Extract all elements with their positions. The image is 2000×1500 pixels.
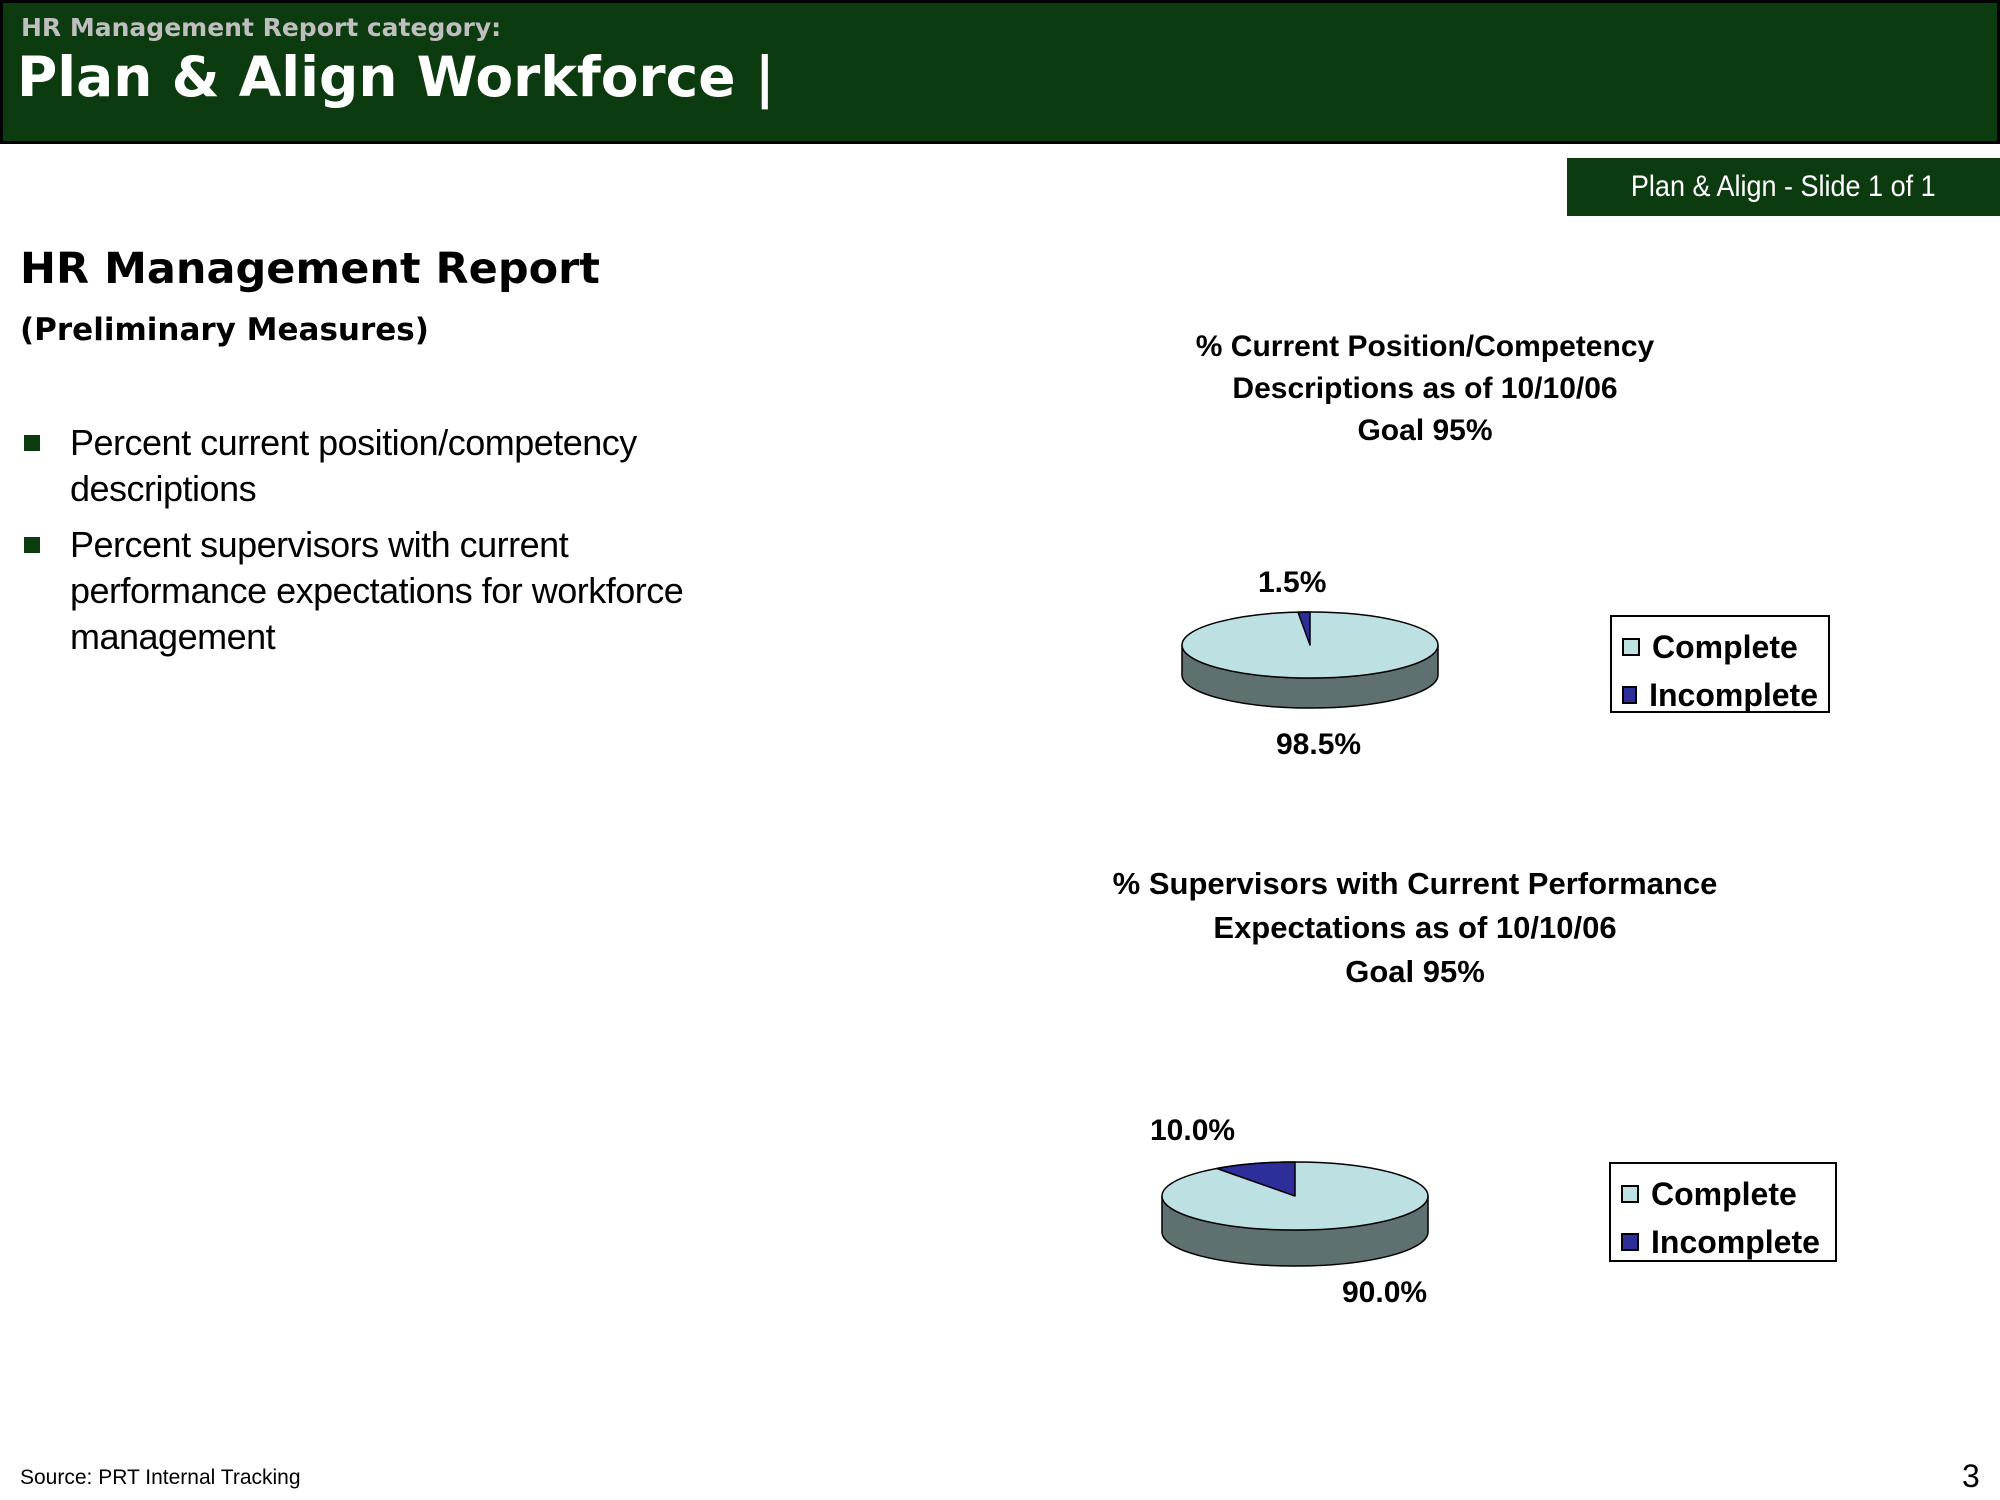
chart-1-title-line: Goal 95% [1357, 414, 1493, 447]
legend-item-incomplete: Incomplete [1622, 671, 1818, 719]
measure-list: Percent current position/competency desc… [20, 420, 700, 670]
legend-item-complete: Complete [1622, 623, 1818, 671]
chart-2-title-line: Expectations as of 10/10/06 [1213, 910, 1617, 945]
legend-swatch [1622, 686, 1638, 704]
page-number: 3 [1962, 1458, 1980, 1494]
legend-label: Incomplete [1649, 676, 1818, 713]
footer-source: Source: PRT Internal Tracking [20, 1466, 301, 1489]
chart-1-title-line: Descriptions as of 10/10/06 [1232, 372, 1618, 405]
legend-swatch [1622, 638, 1640, 656]
slide-indicator-label: Plan & Align - Slide 1 of 1 [1631, 170, 1936, 203]
chart-2-legend: Complete Incomplete [1609, 1162, 1837, 1262]
chart-2-label-incomplete: 10.0% [1150, 1114, 1236, 1147]
list-item: Percent current position/competency desc… [20, 420, 700, 512]
chart-2-pie [1161, 1161, 1429, 1267]
report-subtitle: (Preliminary Measures) [20, 312, 429, 348]
legend-label: Complete [1652, 628, 1798, 665]
chart-1-title: % Current Position/Competency Descriptio… [1125, 326, 1725, 452]
legend-item-incomplete: Incomplete [1621, 1218, 1825, 1266]
chart-1-label-incomplete: 1.5% [1258, 566, 1327, 599]
legend-swatch [1621, 1233, 1639, 1251]
chart-2-title-line: % Supervisors with Current Performance [1112, 866, 1718, 901]
chart-2-label-complete: 90.0% [1342, 1276, 1428, 1309]
chart-1-pie [1181, 611, 1439, 709]
header-title: Plan & Align Workforce | [17, 45, 775, 109]
chart-2-title-line: Goal 95% [1345, 954, 1485, 989]
legend-label: Incomplete [1651, 1223, 1820, 1260]
chart-1-title-line: % Current Position/Competency [1195, 330, 1655, 363]
legend-label: Complete [1651, 1175, 1797, 1212]
list-item-text: Percent current position/competency desc… [70, 422, 637, 509]
chart-1-label-complete: 98.5% [1276, 728, 1362, 761]
header-banner: HR Management Report category: Plan & Al… [0, 0, 2000, 144]
legend-swatch [1621, 1185, 1639, 1203]
legend-item-complete: Complete [1621, 1170, 1825, 1218]
list-item-text: Percent supervisors with current perform… [70, 524, 684, 657]
chart-2-title: % Supervisors with Current Performance E… [1065, 862, 1765, 994]
list-item: Percent supervisors with current perform… [20, 522, 700, 660]
header-kicker: HR Management Report category: [21, 13, 502, 42]
report-title: HR Management Report [20, 244, 600, 294]
pie-slice-incomplete [1216, 1161, 1296, 1197]
square-bullet-icon [24, 537, 40, 553]
pie-slice-incomplete [1297, 611, 1311, 646]
chart-1-legend: Complete Incomplete [1610, 615, 1830, 713]
slide-indicator: Plan & Align - Slide 1 of 1 [1567, 158, 2000, 216]
square-bullet-icon [24, 435, 40, 451]
